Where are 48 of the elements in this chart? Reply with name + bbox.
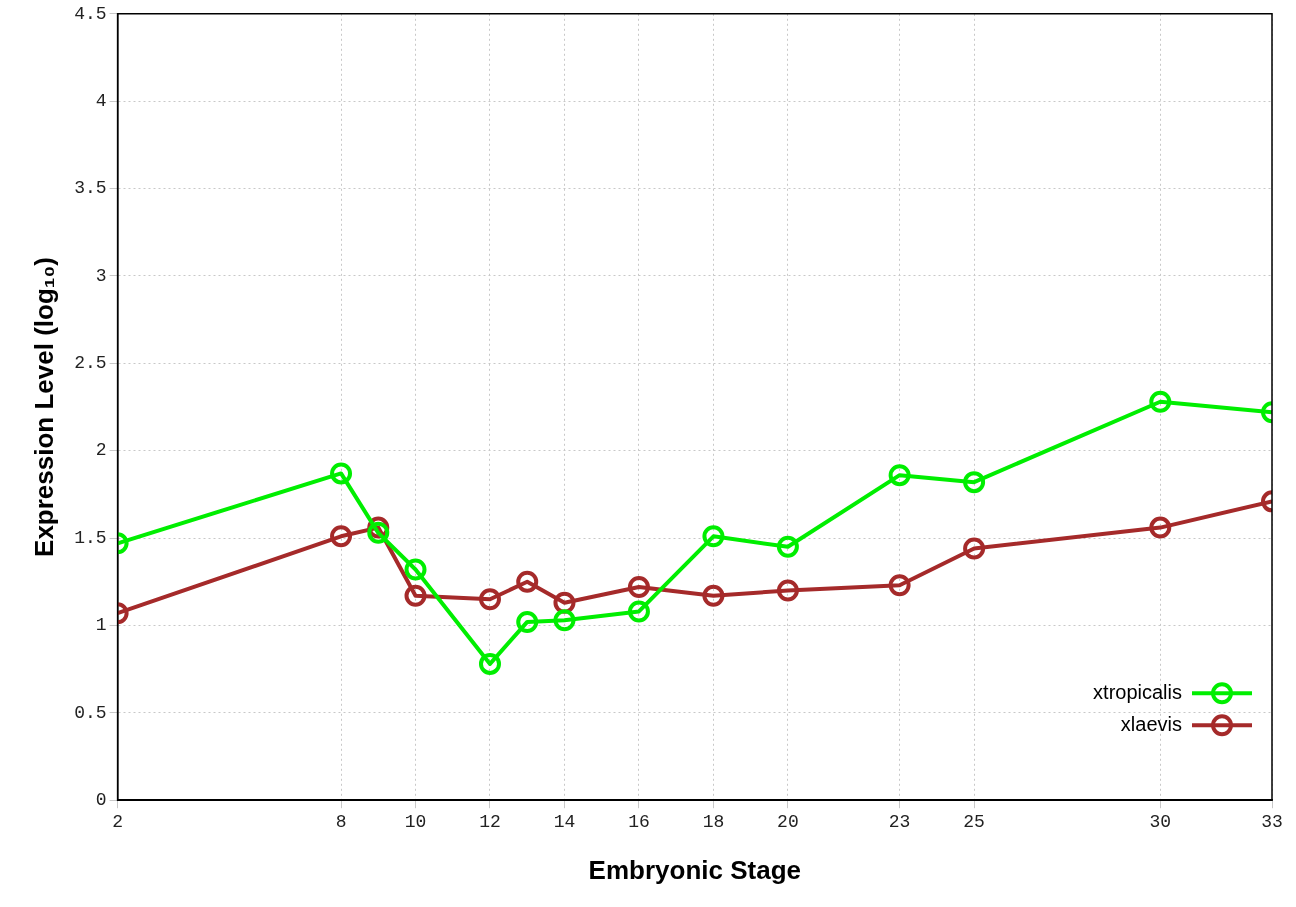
- point: [627, 576, 650, 598]
- x-tick-label: 12: [479, 811, 501, 832]
- point: [516, 570, 539, 593]
- point: [702, 584, 725, 607]
- x-axis-title: Embryonic Stage: [588, 854, 802, 885]
- point: [367, 521, 390, 544]
- point: [404, 584, 427, 607]
- point: [776, 579, 799, 602]
- point: [330, 525, 353, 548]
- x-tick-label: 16: [628, 811, 650, 832]
- x-tick-label: 20: [777, 811, 799, 832]
- point: [478, 652, 501, 675]
- x-tick-label: 23: [888, 811, 911, 832]
- y-tick-label: 2: [95, 440, 107, 461]
- x-tick-label: 25: [963, 811, 985, 832]
- x-tick-label: 33: [1261, 811, 1283, 832]
- x-tick-label: 30: [1149, 811, 1172, 832]
- point: [776, 535, 799, 558]
- x-tick-label: 8: [335, 811, 347, 832]
- x-tick-label: 18: [702, 811, 725, 832]
- point: [963, 471, 986, 494]
- y-tick-label: 4: [95, 90, 107, 111]
- y-tick-label: 1: [95, 615, 107, 636]
- point: [1149, 390, 1172, 413]
- y-tick-label: 0.5: [74, 702, 107, 723]
- y-tick-label: 3: [95, 265, 107, 286]
- x-tick-label: 14: [553, 811, 576, 832]
- point: [702, 525, 725, 548]
- point: [888, 574, 911, 597]
- x-tick-label: 10: [404, 811, 427, 832]
- point: [553, 609, 576, 632]
- y-tick-label: 1.5: [74, 527, 107, 548]
- y-tick-label: 4.5: [74, 3, 107, 24]
- legend-label: xtropicalis: [1093, 680, 1182, 703]
- point: [888, 464, 911, 487]
- y-tick-label: 3.5: [74, 178, 107, 199]
- point: [516, 610, 539, 633]
- point: [963, 537, 986, 560]
- point: [330, 462, 353, 485]
- y-tick-label: 0: [95, 789, 107, 810]
- legend-label: xlaevis: [1120, 712, 1182, 735]
- y-tick-label: 2.5: [74, 353, 107, 374]
- point: [404, 558, 427, 581]
- point: [478, 588, 501, 611]
- y-axis-title: Expression Level (log₁₀): [28, 257, 59, 557]
- point: [1149, 516, 1172, 539]
- point: [627, 600, 650, 623]
- x-tick-label: 2: [112, 811, 124, 832]
